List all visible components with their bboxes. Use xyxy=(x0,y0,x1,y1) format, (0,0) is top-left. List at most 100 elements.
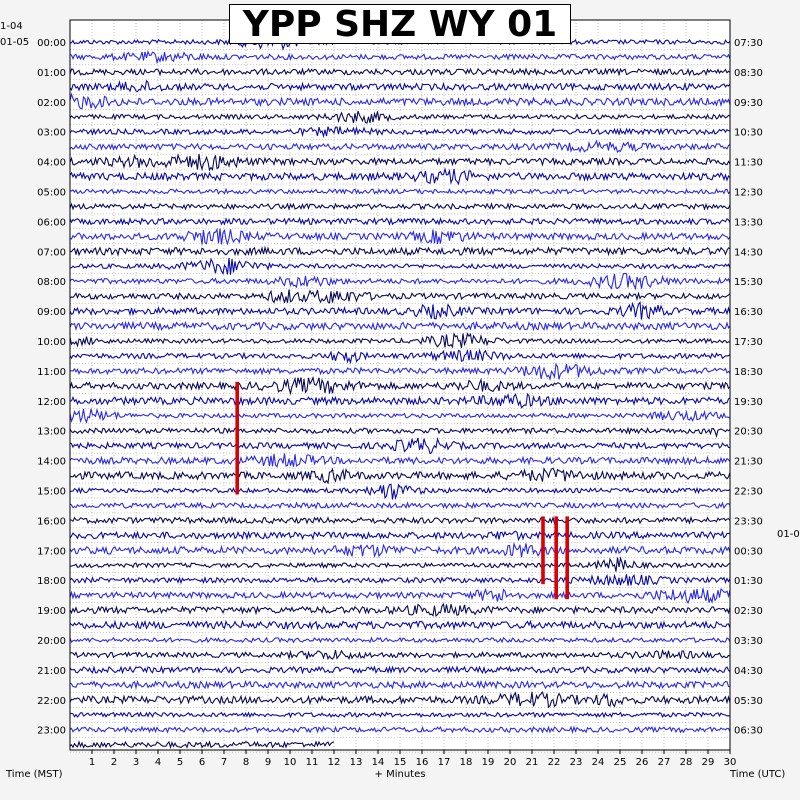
left-hour-label: 09:00 xyxy=(37,307,66,318)
seismic-trace xyxy=(70,362,731,382)
left-hour-label: 08:00 xyxy=(37,277,66,288)
seismic-traces xyxy=(69,34,731,750)
x-tick-label: 6 xyxy=(199,757,205,768)
seismic-trace xyxy=(69,257,731,275)
left-hour-label: 11:00 xyxy=(37,367,66,378)
right-hour-label: 16:30 xyxy=(734,307,763,318)
chart-title: YPP SHZ WY 01 xyxy=(229,4,571,45)
x-tick-label: 8 xyxy=(243,757,249,768)
seismic-trace xyxy=(69,725,731,735)
right-hour-label: 22:30 xyxy=(734,487,763,498)
right-hour-label: 14:30 xyxy=(734,247,763,258)
seismic-trace xyxy=(69,67,731,77)
right-hour-label: 06:30 xyxy=(734,726,763,737)
right-hour-label: 10:30 xyxy=(734,128,763,139)
right-hour-label: 11:30 xyxy=(734,158,763,169)
x-tick-label: 3 xyxy=(133,757,139,768)
right-hour-label: 08:30 xyxy=(734,68,763,79)
x-tick-label: 1 xyxy=(89,757,95,768)
right-hour-label: 23:30 xyxy=(734,516,763,527)
x-tick-label: 15 xyxy=(394,757,407,768)
seismic-trace xyxy=(69,110,731,124)
seismic-trace xyxy=(69,50,731,65)
left-hour-label: 03:00 xyxy=(37,128,66,139)
x-tick-label: 20 xyxy=(504,757,517,768)
seismic-trace xyxy=(69,167,731,186)
right-hour-label: 04:30 xyxy=(734,666,763,677)
left-date-top: 1-04 xyxy=(0,21,23,32)
right-hour-label: 18:30 xyxy=(734,367,763,378)
left-hour-label: 05:00 xyxy=(37,188,66,199)
seismic-trace xyxy=(69,679,731,690)
right-hour-label: 05:30 xyxy=(734,696,763,707)
seismic-trace xyxy=(69,320,731,332)
right-hour-label: 21:30 xyxy=(734,457,763,468)
x-tick-label: 25 xyxy=(614,757,627,768)
left-hour-label: 22:00 xyxy=(37,696,66,707)
right-hour-label: 12:30 xyxy=(734,188,763,199)
seismic-trace xyxy=(69,426,731,439)
x-tick-label: 26 xyxy=(636,757,649,768)
event-marker xyxy=(235,381,239,495)
x-tick-label: 12 xyxy=(328,757,341,768)
right-hour-label: 07:30 xyxy=(734,38,763,49)
left-hour-label: 01:00 xyxy=(37,68,66,79)
x-tick-label: 13 xyxy=(350,757,363,768)
seismic-trace xyxy=(69,467,731,485)
x-tick-label: 24 xyxy=(592,757,605,768)
seismic-trace xyxy=(69,332,731,349)
seismic-trace xyxy=(69,392,731,409)
right-hour-label: 20:30 xyxy=(734,427,763,438)
seismic-trace xyxy=(69,153,731,172)
left-hour-label: 19:00 xyxy=(37,606,66,617)
seismic-trace xyxy=(69,125,731,139)
right-hour-label: 09:30 xyxy=(734,98,763,109)
x-tick-label: 2 xyxy=(111,757,117,768)
left-hour-label: 15:00 xyxy=(37,487,66,498)
x-axis-ticks: 1 2 3 4 5 6 7 8 9 10 11 12 13 14 15 16 17 18 19 20 21 22 23 24 2… xyxy=(89,750,736,768)
left-hour-label: 02:00 xyxy=(37,98,66,109)
x-tick-label: 5 xyxy=(177,757,183,768)
x-tick-label: 28 xyxy=(680,757,693,768)
right-hour-label: 19:30 xyxy=(734,397,763,408)
seismic-trace xyxy=(69,202,731,211)
seismic-trace xyxy=(69,501,731,510)
seismic-trace xyxy=(69,245,731,257)
left-date: 01-05 xyxy=(0,37,29,48)
right-hour-label: 17:30 xyxy=(734,337,763,348)
seismic-trace xyxy=(69,602,731,617)
seismic-trace xyxy=(69,376,731,396)
left-hour-label: 16:00 xyxy=(37,516,66,527)
seismic-trace xyxy=(69,573,731,586)
event-marker xyxy=(565,516,569,600)
left-axis-title: Time (MST) xyxy=(5,769,63,780)
seismic-trace xyxy=(69,483,731,500)
x-axis-title: + Minutes xyxy=(375,769,426,780)
seismic-trace xyxy=(69,530,730,542)
x-tick-label: 29 xyxy=(702,757,715,768)
seismic-trace xyxy=(69,139,731,154)
x-tick-label: 7 xyxy=(221,757,227,768)
right-hour-label: 02:30 xyxy=(734,606,763,617)
seismic-trace xyxy=(69,289,731,304)
seismic-trace xyxy=(69,79,731,93)
seismic-trace xyxy=(69,711,731,719)
x-tick-label: 11 xyxy=(306,757,319,768)
left-hour-label: 20:00 xyxy=(37,636,66,647)
x-tick-label: 22 xyxy=(548,757,561,768)
right-hour-label: 15:30 xyxy=(734,277,763,288)
left-hour-label: 14:00 xyxy=(37,457,66,468)
event-marker xyxy=(541,516,545,585)
x-tick-label: 27 xyxy=(658,757,671,768)
seismic-trace xyxy=(69,187,731,196)
right-hour-label: 00:30 xyxy=(734,546,763,557)
seismic-trace xyxy=(69,556,731,572)
right-hour-label: 03:30 xyxy=(734,636,763,647)
right-hour-label: 01:30 xyxy=(734,576,763,587)
seismic-trace xyxy=(69,300,731,320)
event-marker xyxy=(554,516,558,600)
x-tick-label: 10 xyxy=(284,757,297,768)
left-hour-label: 17:00 xyxy=(37,546,66,557)
seismic-trace xyxy=(69,665,731,675)
